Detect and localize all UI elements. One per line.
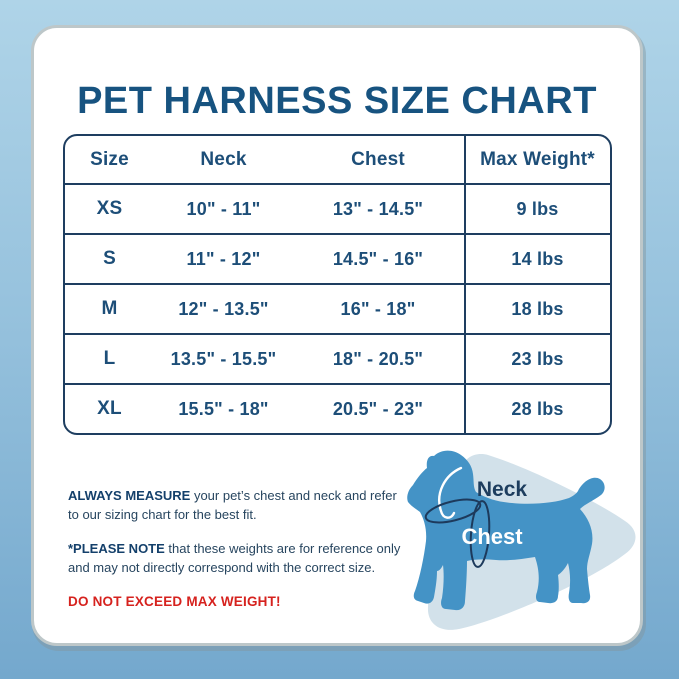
page-title: PET HARNESS SIZE CHART: [77, 80, 597, 122]
chest-label: Chest: [461, 524, 523, 549]
cell-neck: 10" - 11": [186, 198, 261, 219]
cell-max-weight: 14 lbs: [463, 235, 610, 283]
size-table: Size Neck Chest Max Weight* XS 10" - 11"…: [62, 134, 612, 435]
dog-ear-line: [438, 466, 463, 519]
cell-neck: 13.5" - 15.5": [170, 348, 277, 369]
cell-neck: 15.5" - 18": [178, 398, 269, 419]
measure-note: ALWAYS MEASURE your pet’s chest and neck…: [68, 487, 402, 525]
table-row-m: M 12" - 13.5" 16" - 18" 18 lbs: [64, 285, 610, 335]
cell-max-weight: 9 lbs: [463, 185, 610, 233]
cell-chest: 20.5" - 23": [332, 398, 424, 419]
table-row-xs: XS 10" - 11" 13" - 14.5" 9 lbs: [64, 185, 610, 235]
header-max-weight: Max Weight*: [463, 136, 610, 183]
cell-chest: 16" - 18": [340, 298, 416, 319]
table-row-s: S 11" - 12" 14.5" - 16" 14 lbs: [64, 235, 610, 285]
chest-measure-line: [469, 500, 491, 568]
neck-label: Neck: [477, 478, 528, 501]
cell-size: XS: [96, 198, 123, 219]
cell-chest: 14.5" - 16": [332, 248, 424, 269]
dog-diagram-svg: Neck Chest: [407, 450, 636, 630]
max-weight-warning: DO NOT EXCEED MAX WEIGHT!: [68, 594, 281, 610]
please-note-lead: *PLEASE NOTE: [68, 540, 165, 556]
cell-size: L: [103, 348, 116, 369]
table-row-l: L 13.5" - 15.5" 18" - 20.5" 23 lbs: [64, 335, 610, 385]
please-note-text: that these weights are for reference onl…: [68, 540, 401, 575]
cell-size: M: [101, 298, 118, 319]
cell-size: S: [103, 248, 116, 269]
cell-max-weight: 28 lbs: [463, 385, 610, 433]
table-row-xl: XL 15.5" - 18" 20.5" - 23" 28 lbs: [65, 385, 610, 433]
table-header-row: Size Neck Chest Max Weight*: [64, 136, 610, 185]
cell-chest: 13" - 14.5": [332, 198, 424, 219]
measure-note-lead: ALWAYS MEASURE: [68, 488, 191, 503]
measure-note-text: your pet’s chest and neck and refer to o…: [68, 488, 397, 522]
header-size: Size: [90, 148, 129, 170]
cell-max-weight: 23 lbs: [463, 335, 610, 383]
please-note: *PLEASE NOTE that these weights are for …: [68, 540, 402, 578]
cell-neck: 12" - 13.5": [178, 298, 269, 319]
cell-chest: 18" - 20.5": [332, 348, 424, 369]
cell-neck: 11" - 12": [186, 248, 261, 269]
notes-section: ALWAYS MEASURE your pet’s chest and neck…: [68, 487, 402, 627]
neck-measure-line: [424, 498, 482, 524]
cell-max-weight: 18 lbs: [463, 285, 610, 333]
dog-diagram: Neck Chest: [397, 449, 647, 639]
header-chest: Chest: [351, 148, 405, 170]
size-chart-card: PET HARNESS SIZE CHART Size Neck Chest M…: [31, 25, 643, 646]
header-neck: Neck: [200, 148, 247, 170]
dog-silhouette-icon: [407, 450, 605, 611]
cell-size: XL: [97, 398, 122, 419]
